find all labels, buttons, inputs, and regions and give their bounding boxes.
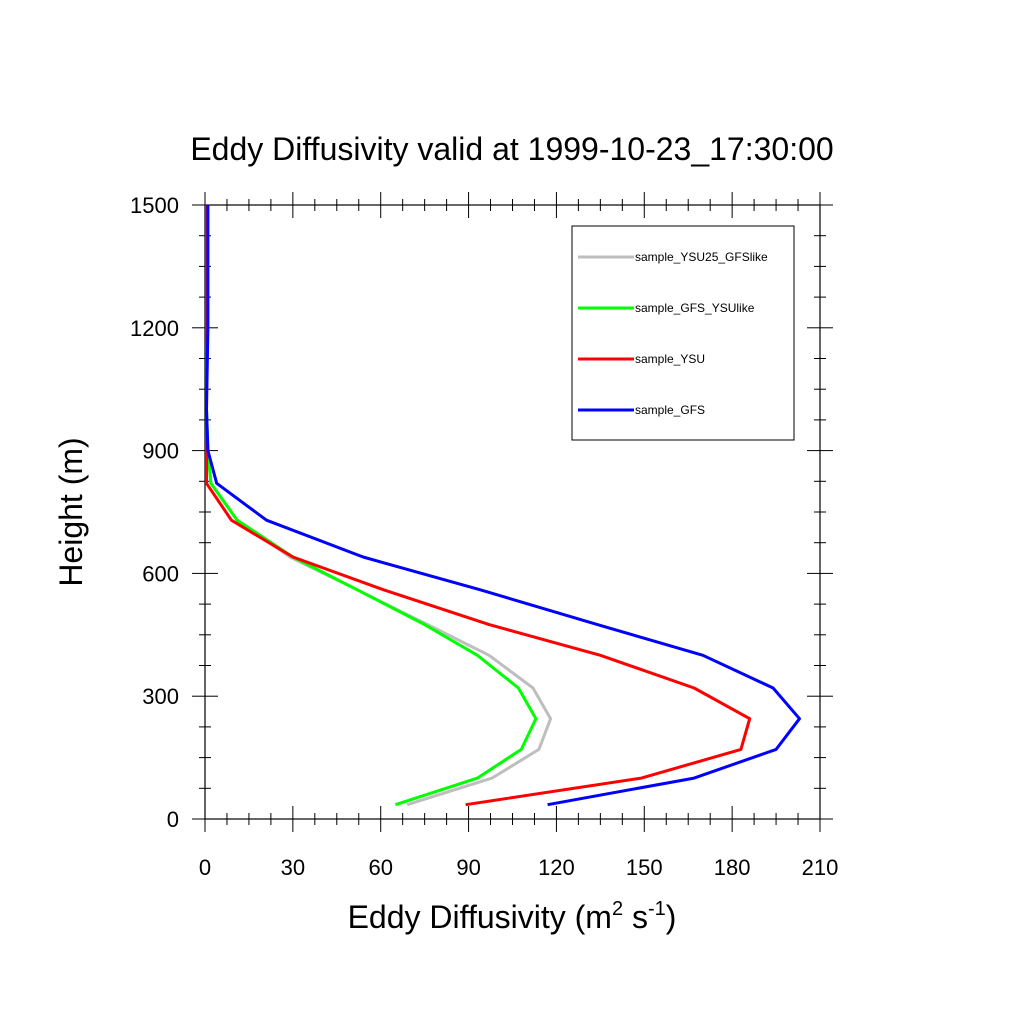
- y-tick-label: 900: [142, 439, 179, 464]
- x-tick-label: 60: [368, 855, 392, 880]
- series-line-sample_YSU25_GFSlike: [205, 205, 553, 807]
- x-axis-label-mid: s: [623, 899, 648, 935]
- legend-box: [571, 225, 795, 441]
- series-line-sample_GFS_YSUlike: [205, 205, 538, 807]
- y-tick-label: 1200: [130, 316, 179, 341]
- legend: sample_YSU25_GFSlike sample_GFS_YSUlikesa…: [571, 225, 795, 441]
- chart-title: Eddy Diffusivity valid at 1999-10-23_17:…: [190, 131, 833, 167]
- legend-label: sample_YSU25_GFSlike: [635, 250, 768, 264]
- legend-label: sample_GFS: [635, 403, 705, 417]
- x-tick-label: 120: [538, 855, 575, 880]
- x-axis-label-sup1: 2: [612, 898, 623, 920]
- x-axis-label-end: ): [666, 899, 677, 935]
- x-axis-label-sup2: -1: [648, 898, 666, 920]
- y-tick-label: 600: [142, 561, 179, 586]
- series-line-sample_GFS: [205, 205, 801, 807]
- y-tick-label: 0: [167, 807, 179, 832]
- x-tick-label: 0: [199, 855, 211, 880]
- x-tick-label: 150: [626, 855, 663, 880]
- y-axis-label: Height (m): [53, 437, 89, 586]
- x-tick-label: 30: [281, 855, 305, 880]
- x-tick-label: 180: [714, 855, 751, 880]
- x-tick-label: 90: [456, 855, 480, 880]
- legend-label: sample_GFS_YSUlike: [635, 301, 755, 315]
- x-axis-label-base: Eddy Diffusivity (m: [348, 899, 612, 935]
- legend-label: sample_YSU: [635, 352, 705, 366]
- y-tick-label: 1500: [130, 193, 179, 218]
- series-lines: [205, 205, 801, 807]
- x-tick-label: 210: [802, 855, 839, 880]
- x-axis-label: Eddy Diffusivity (m2 s-1): [348, 898, 677, 935]
- y-tick-label: 300: [142, 684, 179, 709]
